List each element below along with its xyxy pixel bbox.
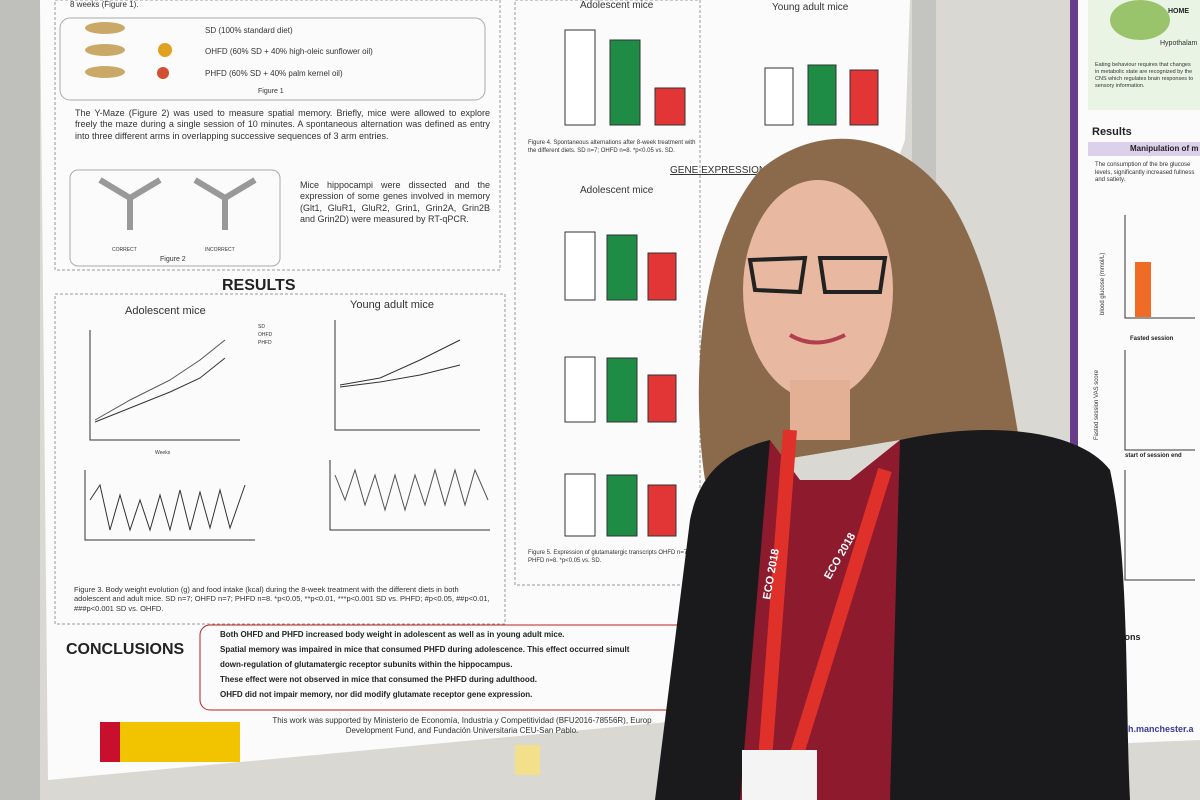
flag bbox=[100, 722, 120, 762]
wall-edge bbox=[0, 0, 40, 800]
side-label: start of session end bbox=[1125, 453, 1182, 459]
results-box bbox=[54, 293, 506, 625]
logo bbox=[100, 722, 240, 762]
line-charts bbox=[84, 320, 490, 541]
side-label: Hypothalam bbox=[1160, 40, 1198, 47]
palm bbox=[157, 67, 169, 79]
conclusion: Spatial memory was impaired in mice that… bbox=[220, 645, 630, 654]
side-bar bbox=[1088, 142, 1200, 156]
side-border bbox=[1070, 0, 1078, 740]
caption: Figure 4. Spontaneous alternations after… bbox=[528, 140, 696, 154]
panel-title: Adolescent mice bbox=[580, 185, 654, 196]
intro: 8 weeks (Figure 1). bbox=[70, 0, 139, 9]
funding: This work was supported by Ministerio de… bbox=[272, 716, 652, 735]
side-heading: ions bbox=[1122, 632, 1141, 642]
legend-entry: SD bbox=[258, 324, 265, 330]
maze-box bbox=[69, 169, 281, 267]
diet: SD (100% standard diet) bbox=[205, 26, 293, 35]
methods-box bbox=[54, 0, 501, 271]
caption: Figure 5. Expression of glutamatergic tr… bbox=[528, 550, 689, 564]
sunflower bbox=[158, 43, 172, 57]
sticky-note bbox=[515, 745, 540, 775]
panel-title: Adolescent mice bbox=[580, 0, 654, 11]
maze bbox=[98, 177, 162, 230]
conclusion: Both OHFD and PHFD increased body weight… bbox=[220, 630, 565, 639]
memory-box bbox=[514, 0, 701, 586]
section-title: CONCLUSIONS bbox=[66, 641, 185, 658]
legend-entry: OHFD bbox=[258, 332, 273, 338]
side-heading: Manipulation of m bbox=[1130, 144, 1199, 153]
diet-box bbox=[59, 17, 486, 101]
axis-label: Weeks bbox=[155, 450, 171, 456]
glasses bbox=[747, 255, 888, 295]
panel-title: Young adult mice bbox=[350, 299, 434, 311]
bar-charts bbox=[564, 29, 879, 537]
side-heading: Results bbox=[1092, 126, 1132, 138]
neck bbox=[790, 380, 850, 440]
caption: Figure 1 bbox=[258, 88, 284, 95]
face bbox=[743, 180, 893, 400]
maze bbox=[193, 177, 257, 230]
diet: PHFD (60% SD + 40% palm kernel oil) bbox=[205, 69, 343, 78]
caption: Figure 3. Body weight evolution (g) and … bbox=[74, 585, 490, 613]
smile bbox=[788, 333, 846, 345]
conclusion: OHFD did not impair memory, nor did modi… bbox=[220, 690, 533, 699]
legend-entry: PHFD bbox=[258, 340, 272, 346]
maze-label: CORRECT bbox=[112, 247, 137, 253]
panel-title: Adolescent mice bbox=[125, 305, 206, 317]
side-bar-mark bbox=[1135, 262, 1151, 317]
paragraph: Mice hippocampi were dissected and the e… bbox=[300, 180, 490, 224]
side-axes bbox=[1124, 215, 1195, 581]
food-icons bbox=[85, 22, 125, 78]
panel-title: Young adult mice bbox=[772, 2, 849, 13]
maze-label: INCORRECT bbox=[205, 247, 235, 253]
badge bbox=[742, 750, 817, 800]
lanyard bbox=[758, 429, 892, 763]
side-text: Eating behaviour requires that changes i… bbox=[1095, 62, 1194, 89]
caption: Figure 2 bbox=[160, 256, 186, 263]
paragraph: The Y-Maze (Figure 2) was used to measur… bbox=[75, 108, 490, 141]
side-heading: HOME bbox=[1168, 8, 1189, 15]
section-title: RESULTS bbox=[222, 277, 296, 294]
conclusion: down-regulation of glutamatergic recepto… bbox=[220, 660, 513, 669]
section-title: GENE EXPRESSION bbox=[670, 165, 767, 176]
side-url: h.manchester.a bbox=[1128, 724, 1194, 734]
brain-icon bbox=[1110, 0, 1170, 40]
side-text: The consumption of the bre glucose level… bbox=[1095, 162, 1195, 183]
diet: OHFD (60% SD + 40% high-oleic sunflower … bbox=[205, 47, 373, 56]
conclusion: These effect were not observed in mice t… bbox=[220, 675, 537, 684]
side-label: Fasted session bbox=[1130, 336, 1174, 342]
